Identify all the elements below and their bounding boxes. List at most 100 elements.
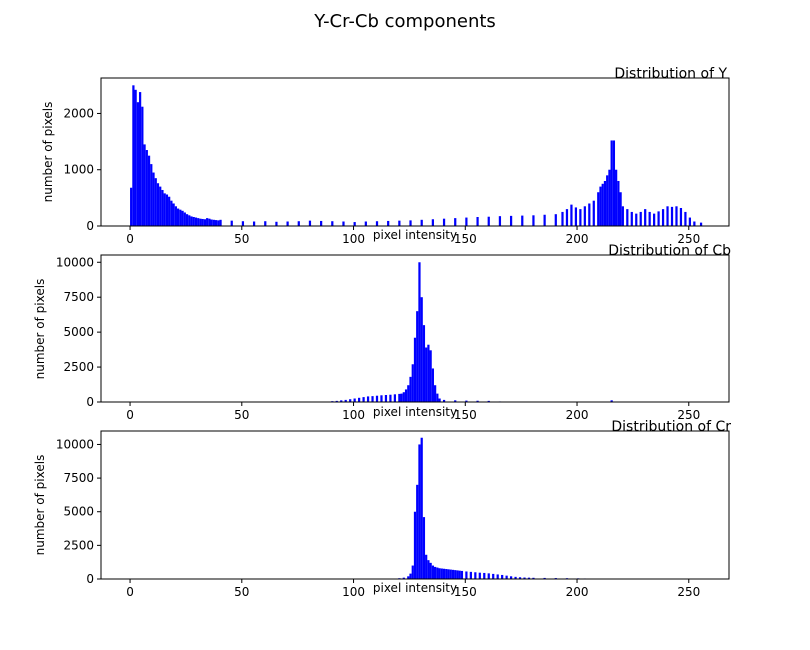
panel-y-bar xyxy=(208,218,211,226)
panel-y-bar xyxy=(206,218,209,226)
panel-y-bar xyxy=(183,212,186,226)
panel-y-bar xyxy=(185,214,189,226)
panel-y-bar xyxy=(610,140,613,226)
panel-cr-bar xyxy=(460,570,464,579)
panel-cb-x-axis: 0 50 100 150 200 250 xyxy=(126,402,700,422)
panel-cr-title: Distribution of Cr xyxy=(611,419,731,435)
panel-cr-ytick-label: 0 xyxy=(86,572,94,586)
panel-cb-bar xyxy=(427,344,430,402)
panel-y-bar xyxy=(141,106,144,226)
panel-cb-xtick-label: 0 xyxy=(126,408,134,422)
panel-cb-bar xyxy=(349,399,352,402)
panel-cr-ytick-label: 7500 xyxy=(63,471,94,485)
panel-cb-bar xyxy=(465,400,468,402)
panel-cb-bar xyxy=(409,376,412,402)
panel-y-bar xyxy=(212,219,215,226)
panel-cr-axes-frame xyxy=(100,430,730,580)
panel-cr-bar xyxy=(509,576,513,579)
panel-cr-bar xyxy=(449,569,452,579)
panel-cr-bar xyxy=(416,484,419,579)
panel-y-bar xyxy=(661,209,665,226)
panel-y-xtick-label: 100 xyxy=(342,232,365,246)
panel-cr-bar xyxy=(431,565,434,579)
panel-y-bar xyxy=(147,155,151,226)
panel-y-bar xyxy=(252,221,256,226)
panel-y-bar xyxy=(275,221,278,226)
panel-cb-bar xyxy=(434,385,437,402)
panel-y-bar xyxy=(606,175,609,226)
panel-y-bar xyxy=(138,92,142,226)
panel-cr-bar xyxy=(447,569,450,579)
panel-cb-axes-frame xyxy=(100,254,730,403)
panel-cr-bar xyxy=(465,571,468,579)
panel-y-bar xyxy=(588,203,591,226)
panel-cr-bar xyxy=(543,577,546,579)
panel-cr-ytick-label: 2500 xyxy=(63,538,94,552)
panel-y-bar xyxy=(532,215,535,226)
panel-y-xlabel: pixel intensity xyxy=(373,228,457,242)
panel-cr-bar xyxy=(418,444,421,579)
panel-cr-bar xyxy=(474,572,477,579)
panel-y-xtick-label: 250 xyxy=(677,232,700,246)
panel-y-bar xyxy=(648,211,651,226)
panel-cb-bar xyxy=(416,311,419,402)
panel-y-bar xyxy=(190,216,193,226)
panel-cb-bar xyxy=(413,337,417,402)
panel-y-bar xyxy=(286,221,289,226)
panel-y-bar xyxy=(219,219,222,226)
panel-y-bar xyxy=(217,220,220,226)
panel-y-bar xyxy=(487,216,490,226)
panel-y-bar xyxy=(134,89,137,226)
panel-y-bar xyxy=(621,206,624,226)
panel-cb-ytick-label: 10000 xyxy=(56,255,94,269)
panel-cr-bar xyxy=(442,568,446,579)
panel-y-bar xyxy=(543,214,546,226)
panel-y-xtick-label: 0 xyxy=(126,232,134,246)
panel-y-bar xyxy=(320,220,323,226)
panel-y-bar xyxy=(442,218,446,226)
panel-y-bar xyxy=(165,194,169,226)
panel-cb-bar xyxy=(400,393,403,402)
panel-cr-bar xyxy=(436,567,439,579)
panel-cb-xlabel: pixel intensity xyxy=(373,405,457,419)
panel-cr-bar xyxy=(523,577,526,579)
panel-y-x-axis: 0 50 100 150 200 250 xyxy=(126,226,700,246)
panel-cr-bar xyxy=(434,566,437,579)
panel-cb-bar xyxy=(411,364,414,402)
panel-y-bar xyxy=(583,206,586,226)
panel-cb-bar xyxy=(353,398,356,402)
panel-y-bar xyxy=(364,221,367,226)
panel-y-bar xyxy=(375,221,379,226)
panel-y-bar xyxy=(152,172,155,226)
panel-cr-bar xyxy=(527,577,531,579)
panel-y-bar xyxy=(420,219,423,226)
panel-cr-bar xyxy=(420,437,423,579)
panel-y-bar xyxy=(297,221,300,226)
panel-cb-xtick-label: 100 xyxy=(342,408,365,422)
panel-cr-bar xyxy=(458,570,461,579)
panel-cb-ytick-label: 5000 xyxy=(63,325,94,339)
panel-y-bar xyxy=(657,211,660,226)
panel-y-bar xyxy=(308,220,312,226)
panel-y-xtick-label: 50 xyxy=(234,232,249,246)
panel-y-ylabel: number of pixels xyxy=(41,102,55,203)
panel-y-bar xyxy=(675,206,678,226)
panel-y-bar xyxy=(214,220,218,226)
panel-cr-bar xyxy=(429,562,432,579)
panel-cr-xlabel: pixel intensity xyxy=(373,581,457,595)
panel-cr-bar xyxy=(478,572,481,579)
panel-cb-bar xyxy=(375,395,379,402)
panel-y-bar xyxy=(230,220,233,226)
panel-cb-title: Distribution of Cb xyxy=(608,243,731,259)
panel-y-bar xyxy=(570,204,573,226)
panel-cb-ytick-label: 7500 xyxy=(63,290,94,304)
panel-y-bar xyxy=(476,217,479,226)
panel-cr-xtick-label: 150 xyxy=(454,585,477,599)
panel-y-bar xyxy=(181,210,184,226)
panel-y-bar xyxy=(699,222,703,226)
panel-y-bar xyxy=(644,209,647,226)
panel-cr-ytick-label: 5000 xyxy=(63,505,94,519)
panel-y-bar xyxy=(608,169,611,226)
panel-y-bar xyxy=(172,203,175,226)
panel-cb-bar xyxy=(610,400,613,402)
